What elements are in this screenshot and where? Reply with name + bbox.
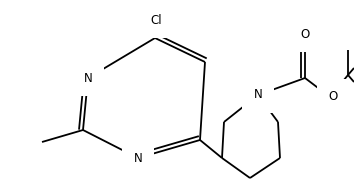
Text: N: N — [253, 88, 262, 101]
Text: O: O — [301, 28, 310, 41]
Text: N: N — [133, 152, 142, 165]
Text: Cl: Cl — [150, 14, 162, 27]
Text: O: O — [329, 90, 338, 104]
Text: N: N — [84, 72, 92, 85]
